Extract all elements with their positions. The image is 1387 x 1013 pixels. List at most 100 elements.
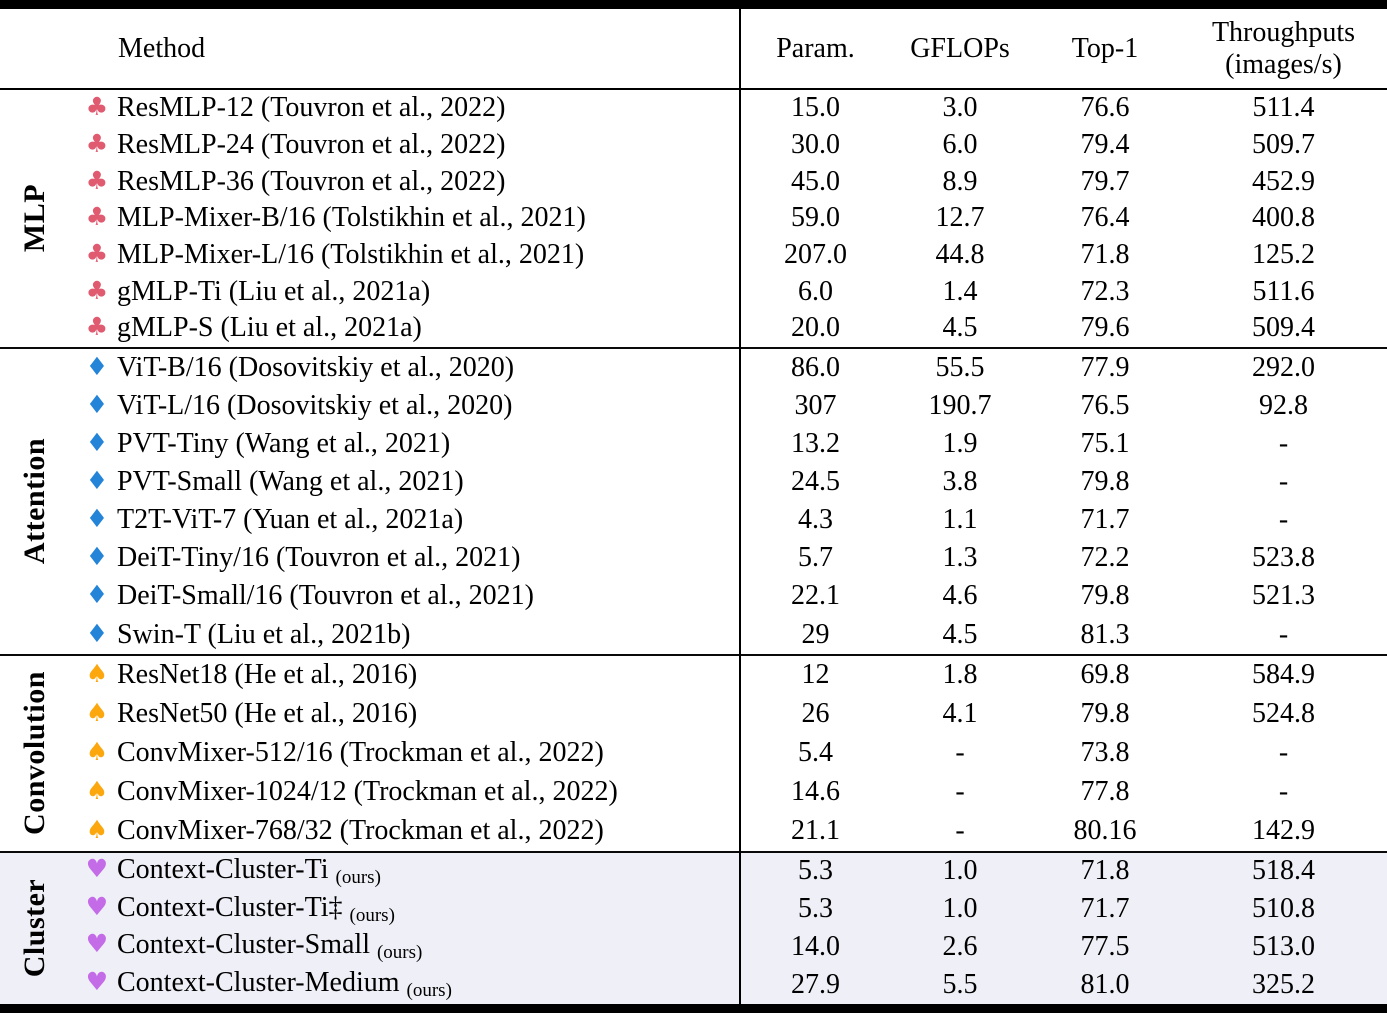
method-name: ResMLP-36 (Touvron et al., 2022): [117, 165, 506, 197]
spade-suit-icon: ♠: [85, 698, 109, 728]
param-value: 27.9: [739, 965, 890, 1009]
spade-suit-icon: ♠: [85, 815, 109, 845]
top1-value: 80.16: [1073, 815, 1137, 847]
table-row: ♣ ResMLP-36 (Touvron et al., 2022) 45.0 8…: [0, 163, 1387, 201]
top1-value: 76.5: [1080, 389, 1130, 421]
param-value: 21.1: [739, 811, 890, 852]
throughput-value: 292.0: [1252, 351, 1315, 383]
diamond-suit-icon: ♦: [85, 351, 109, 381]
param-value: 22.1: [739, 577, 890, 616]
method-cell: ♥ Context-Cluster-Medium (ours): [70, 966, 740, 1008]
gflops-value: 3.8: [942, 466, 978, 498]
method-group-convolution: Convolution ♠ ResNet18 (He et al., 2016) 1…: [0, 654, 1387, 852]
method-name: ConvMixer-512/16 (Trockman et al., 2022): [117, 737, 604, 769]
method-cell: ♣ gMLP-Ti (Liu et al., 2021a): [70, 273, 740, 310]
throughput-value: -: [1278, 466, 1289, 498]
throughput-value: 521.3: [1252, 580, 1315, 612]
method-name: MLP-Mixer-B/16 (Tolstikhin et al., 2021): [117, 202, 586, 234]
gflops-value: 12.7: [935, 202, 985, 234]
gflops-value: 1.8: [942, 659, 978, 691]
heart-suit-icon: ♥: [85, 891, 109, 921]
top1-value: 77.8: [1080, 776, 1130, 808]
top1-value: 79.4: [1080, 129, 1130, 161]
method-cell: ♣ MLP-Mixer-L/16 (Tolstikhin et al., 2021…: [70, 237, 740, 274]
club-suit-icon: ♣: [85, 92, 109, 122]
group-label-column-header: [0, 4, 70, 90]
gflops-value: 1.4: [942, 275, 978, 307]
method-cell: ♦ PVT-Tiny (Wang et al., 2021): [70, 425, 740, 463]
gflops-value: 1.9: [942, 428, 978, 460]
method-cell: ♣ ResMLP-36 (Touvron et al., 2022): [70, 163, 740, 200]
table-row: Cluster ♥ Context-Cluster-Ti (ours) 5.3 1.0…: [0, 851, 1387, 977]
throughput-value: 509.4: [1252, 312, 1315, 344]
heart-suit-icon: ♥: [85, 967, 109, 997]
gflops-value: 4.6: [942, 580, 978, 612]
col-header-method: Method: [70, 4, 740, 90]
table-row: ♠ ConvMixer-512/16 (Trockman et al., 2022…: [0, 733, 1387, 773]
method-name: gMLP-S (Liu et al., 2021a): [117, 312, 422, 344]
gflops-value: 3.0: [942, 92, 978, 124]
gflops-value: -: [955, 737, 965, 769]
method-name: Context-Cluster-Medium: [117, 967, 400, 999]
top1-value: 72.2: [1080, 542, 1130, 574]
throughput-value: 452.9: [1252, 165, 1315, 197]
param-value: 14.6: [739, 772, 890, 812]
ours-tag: (ours): [349, 904, 395, 926]
group-label-convolution: Convolution: [0, 655, 70, 852]
method-cell: ♣ ResMLP-12 (Touvron et al., 2022): [70, 89, 740, 127]
throughput-value: 524.8: [1252, 698, 1315, 730]
param-value: 5.3: [739, 851, 890, 891]
throughputs-label-line2: (images/s): [1225, 48, 1342, 80]
param-value: 14.0: [739, 928, 890, 966]
throughput-value: 509.7: [1252, 129, 1315, 161]
table-row: ♦ DeiT-Tiny/16 (Touvron et al., 2021) 5.7…: [0, 539, 1387, 578]
table-row: MLP ♣ ResMLP-12 (Touvron et al., 2022) 15.…: [0, 89, 1387, 252]
throughput-value: -: [1278, 504, 1289, 536]
method-cell: ♥ Context-Cluster-Small (ours): [70, 928, 740, 966]
method-name: ConvMixer-768/32 (Trockman et al., 2022): [117, 815, 604, 847]
throughput-value: 513.0: [1252, 930, 1315, 962]
club-suit-icon: ♣: [85, 202, 109, 232]
throughput-value: 511.6: [1252, 275, 1315, 307]
top1-value: 79.6: [1080, 312, 1130, 344]
table-row: ♦ T2T-ViT-7 (Yuan et al., 2021a) 4.3 1.1 …: [0, 501, 1387, 540]
table-row: ♣ ResMLP-24 (Touvron et al., 2022) 30.0 6…: [0, 126, 1387, 164]
group-label-text: Cluster: [18, 878, 51, 978]
method-cell: ♠ ResNet50 (He et al., 2016): [70, 695, 740, 734]
method-cell: ♣ MLP-Mixer-B/16 (Tolstikhin et al., 2021…: [70, 200, 740, 237]
top1-value: 77.5: [1080, 930, 1130, 962]
method-cell: ♦ T2T-ViT-7 (Yuan et al., 2021a): [70, 501, 740, 539]
group-label-text: MLP: [18, 184, 51, 253]
group-label-cluster: Cluster: [0, 852, 70, 1009]
table-row: Convolution ♠ ResNet18 (He et al., 2016) 1…: [0, 654, 1387, 835]
method-group-mlp: MLP ♣ ResMLP-12 (Touvron et al., 2022) 15.…: [0, 89, 1387, 348]
group-label-attention: Attention: [0, 348, 70, 655]
table-row: ♣ MLP-Mixer-L/16 (Tolstikhin et al., 2021…: [0, 236, 1387, 274]
gflops-value: 1.1: [942, 504, 978, 536]
method-cell: ♦ ViT-L/16 (Dosovitskiy et al., 2020): [70, 387, 740, 425]
throughput-value: 584.9: [1252, 659, 1315, 691]
method-group-cluster: Cluster ♥ Context-Cluster-Ti (ours) 5.3 1.0…: [0, 851, 1387, 1009]
top1-value: 76.4: [1080, 202, 1130, 234]
param-value: 307: [739, 386, 890, 425]
method-name: ViT-B/16 (Dosovitskiy et al., 2020): [117, 351, 515, 383]
table-row: ♠ ConvMixer-1024/12 (Trockman et al., 202…: [0, 772, 1387, 812]
method-cell: ♦ DeiT-Tiny/16 (Touvron et al., 2021): [70, 539, 740, 577]
diamond-suit-icon: ♦: [85, 504, 109, 534]
col-header-param: Param.: [739, 4, 890, 90]
club-suit-icon: ♣: [85, 239, 109, 269]
spade-suit-icon: ♠: [85, 737, 109, 767]
method-name: Context-Cluster-Ti‡: [117, 891, 343, 923]
method-cell: ♥ Context-Cluster-Ti (ours): [70, 852, 740, 891]
header-row: Method Param. GFLOPs Top-1 Throughputs (…: [0, 4, 1387, 90]
gflops-value: 4.5: [942, 618, 978, 650]
diamond-suit-icon: ♦: [85, 618, 109, 648]
gflops-value: 1.0: [942, 893, 978, 925]
method-name: Swin-T (Liu et al., 2021b): [117, 618, 411, 650]
method-cell: ♠ ConvMixer-768/32 (Trockman et al., 2022…: [70, 812, 740, 852]
table-row: ♠ ResNet50 (He et al., 2016) 26 4.1 79.8 …: [0, 694, 1387, 734]
top1-value: 81.3: [1080, 618, 1130, 650]
top1-value: 79.8: [1080, 698, 1130, 730]
top1-value: 76.6: [1080, 92, 1130, 124]
table-row: ♦ Swin-T (Liu et al., 2021b) 29 4.5 81.3 …: [0, 615, 1387, 655]
